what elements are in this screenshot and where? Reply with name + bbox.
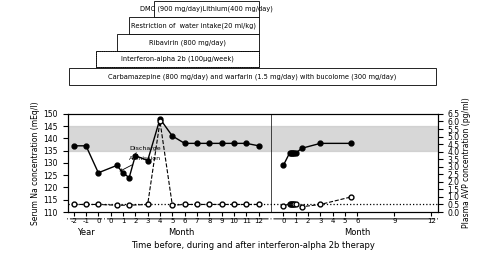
Text: Time before, during and after interferon-alpha 2b therapy: Time before, during and after interferon… [130,241,374,250]
Text: Admission: Admission [120,156,162,171]
Text: DMC (900 mg/day)Lithium(400 mg/day): DMC (900 mg/day)Lithium(400 mg/day) [140,6,272,12]
Text: Ribavirin (800 mg/day): Ribavirin (800 mg/day) [150,39,226,46]
Text: Interferon-alpha 2b (100μg/week): Interferon-alpha 2b (100μg/week) [121,56,234,62]
Text: Carbamazepine (800 mg/day) and warfarin (1.5 mg/day) with bucolome (300 mg/day): Carbamazepine (800 mg/day) and warfarin … [108,73,397,80]
Text: Restriction of  water intake(20 ml/kg): Restriction of water intake(20 ml/kg) [132,23,256,29]
Y-axis label: Serum Na concentration (mEq/l): Serum Na concentration (mEq/l) [32,101,40,225]
Text: Month: Month [344,228,370,237]
Text: Year: Year [77,228,95,237]
Text: Discharge: Discharge [129,146,161,155]
Text: Month: Month [168,228,195,237]
Y-axis label: Plasma AVP concentration (pg/ml): Plasma AVP concentration (pg/ml) [462,98,471,228]
